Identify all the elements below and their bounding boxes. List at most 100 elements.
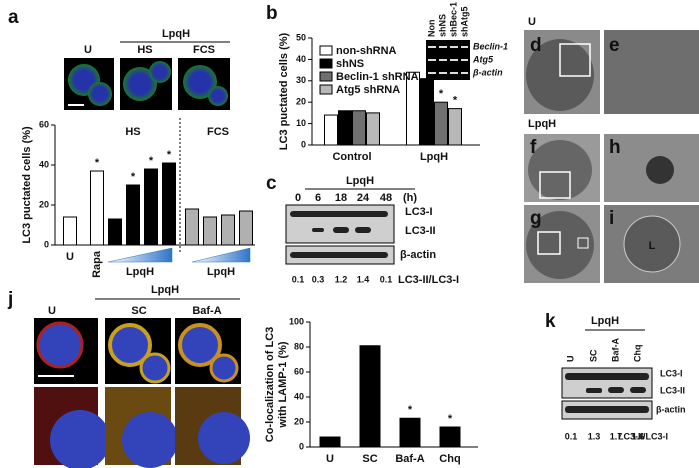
bar — [126, 184, 140, 246]
gel-lane-label: shNS — [437, 14, 447, 37]
legend-swatch — [319, 84, 333, 95]
bar — [359, 345, 381, 448]
x-tick-label: U — [66, 251, 74, 263]
bar — [239, 210, 253, 246]
bar — [319, 436, 341, 448]
treatment: LpqH — [591, 315, 619, 327]
ratio: 1.7 — [610, 431, 623, 441]
bar — [338, 110, 352, 146]
panel-letter: h — [609, 137, 621, 158]
y-tick-label: 10 — [296, 118, 306, 128]
ratio: 0.1 — [292, 274, 305, 284]
legend-swatch — [319, 45, 333, 56]
ratio: 1.4 — [357, 274, 370, 284]
band-label: LC3-I — [405, 206, 433, 218]
x-tick-label: SC — [362, 453, 377, 465]
ratio: 1.3 — [588, 431, 601, 441]
time-unit: (h) — [403, 192, 417, 204]
y-tick-label: 100 — [289, 316, 304, 326]
micrographs — [64, 58, 251, 263]
x-tick-label: Control — [332, 151, 371, 163]
electron-micrographs — [524, 30, 699, 283]
bar — [162, 162, 176, 246]
bar — [352, 110, 366, 146]
ratio: 0.1 — [380, 274, 393, 284]
image-label: SC — [131, 305, 146, 317]
bar — [221, 214, 235, 246]
band-label: LC3-II — [405, 225, 436, 237]
ratio-label: LC3-II/LC3-I — [398, 274, 459, 286]
bar — [63, 216, 77, 246]
group-label: FCS — [207, 126, 229, 138]
panel-letter: f — [530, 137, 537, 158]
x-tick-label: LpqH — [420, 151, 448, 163]
image-label: U — [84, 44, 92, 56]
gel-bands — [428, 46, 468, 74]
panel-letter: e — [609, 35, 620, 56]
significance: * — [408, 404, 413, 416]
bar — [108, 218, 122, 246]
legend-label: Beclin-1 shRNA — [336, 71, 419, 83]
panel-letter: c — [266, 173, 277, 194]
lane-label: 48 — [380, 192, 392, 204]
blot — [561, 367, 653, 420]
y-tick-label: 30 — [296, 75, 306, 85]
significance: * — [149, 155, 154, 167]
group-treatment: LpqH — [207, 266, 235, 278]
significance: * — [453, 95, 458, 107]
bar — [203, 216, 217, 246]
panel-letter: i — [609, 208, 614, 229]
x-tick-label: Baf-A — [395, 453, 424, 465]
bar — [420, 78, 434, 146]
ratio-label: LC3-II/LC3-I — [618, 431, 668, 441]
y-tick-label: 60 — [39, 119, 49, 129]
bar — [399, 417, 421, 448]
lysosome-label: L — [649, 240, 656, 252]
panel-letter: j — [7, 289, 13, 310]
significance: * — [448, 413, 453, 425]
treatment: LpqH — [346, 175, 374, 187]
y-tick-label: 20 — [39, 199, 49, 209]
band-label: β-actin — [656, 404, 686, 414]
y-tick-label: 60 — [294, 366, 304, 376]
lane-label: Chq — [632, 345, 642, 363]
panel-letter: k — [545, 311, 556, 332]
x-tick-label: Rapa — [91, 250, 103, 278]
blot — [285, 204, 395, 265]
gel-lane-label: shAtg5 — [459, 6, 469, 37]
legend-swatch — [319, 58, 333, 69]
y-axis-label: Co-localization of LC3 — [264, 327, 276, 443]
y-tick-label: 40 — [296, 54, 306, 64]
significance: * — [439, 88, 444, 100]
gel-lane-label: shBec-1 — [448, 2, 458, 37]
micrographs — [34, 318, 250, 468]
lane-label: SC — [588, 349, 598, 362]
band-label: LC3-I — [660, 368, 683, 378]
panel-letter: d — [530, 35, 542, 56]
significance: * — [167, 149, 172, 161]
y-tick-label: 0 — [44, 239, 49, 249]
group-label: HS — [125, 126, 140, 138]
lane-label: 6 — [315, 192, 321, 204]
y-axis-label: with LAMP-1 (%) — [277, 341, 289, 428]
bar — [448, 108, 462, 146]
lane-label: U — [565, 356, 575, 363]
gel-lane-label: Non — [426, 20, 436, 38]
condition-label: LpqH — [528, 118, 556, 130]
image-label: U — [48, 305, 56, 317]
ratio: 0.1 — [565, 431, 578, 441]
lane-label: 0 — [295, 192, 301, 204]
significance: * — [95, 157, 100, 169]
image-label: FCS — [193, 44, 215, 56]
legend-label: non-shRNA — [336, 45, 397, 57]
y-tick-label: 40 — [39, 159, 49, 169]
gel-row-label: Beclin-1 — [473, 41, 508, 51]
y-tick-label: 40 — [294, 391, 304, 401]
y-axis-label: LC3 puctated cells (%) — [21, 126, 33, 244]
band-label: LC3-II — [660, 385, 685, 395]
y-tick-label: 0 — [301, 139, 306, 149]
ratio: 0.3 — [312, 274, 325, 284]
group-treatment: LpqH — [126, 266, 154, 278]
legend-label: Atg5 shRNA — [336, 84, 400, 96]
